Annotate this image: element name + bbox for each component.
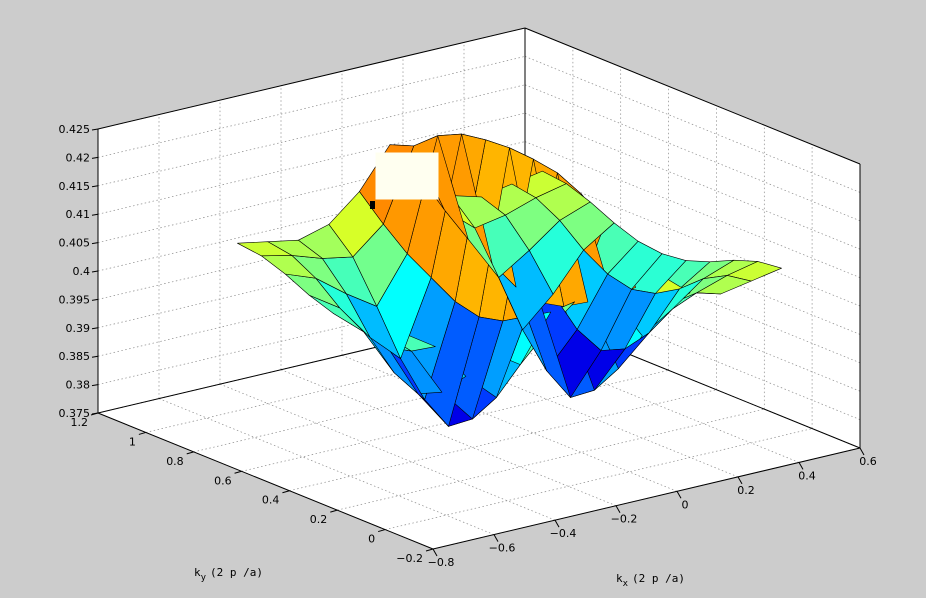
box-edge-top-side	[524, 27, 861, 165]
x-tick-label: −0.2	[611, 513, 638, 526]
surface-facet	[237, 241, 293, 257]
x-tick-mark	[554, 519, 560, 528]
grid-line-z-side	[524, 141, 861, 278]
grid-line-y-floor	[241, 369, 669, 472]
grid-line-x-floor	[158, 398, 495, 535]
y-tick-label: 1	[129, 435, 136, 448]
xlabel-k: k	[616, 572, 623, 585]
data-cursor-marker	[370, 201, 375, 209]
xlabel-sub: x	[623, 579, 629, 589]
grid-line-z-back	[97, 254, 526, 357]
y-tick-mark	[234, 470, 242, 474]
ylabel-sub: y	[201, 573, 207, 583]
z-tick-mark	[91, 355, 99, 358]
y-tick-mark	[330, 509, 338, 513]
grid-line-z-side	[524, 112, 861, 250]
x-tick-mark	[798, 462, 804, 470]
y-tick-mark	[282, 490, 290, 494]
z-tick-label: 0.395	[59, 293, 91, 306]
y-tick-mark	[186, 451, 194, 455]
box-edge-top-back	[97, 27, 526, 130]
y-tick-mark	[378, 529, 386, 533]
grid-line-y-floor	[385, 428, 813, 530]
grid-line-z-back	[97, 169, 526, 272]
z-tick-mark	[91, 242, 99, 245]
y-tick-label: 0.4	[262, 494, 280, 507]
tick-labels: −0.8 −0.6 −0.4 −0.2 0 0.2 0.4 0.6 −0.2 0 0.2 0.4 0.6…	[59, 123, 877, 569]
x-tick-label: 0.4	[798, 469, 816, 482]
y-tick-label: 0	[368, 533, 375, 546]
grid-line-z-back	[97, 141, 526, 243]
z-tick-mark	[91, 185, 99, 188]
x-tick-mark	[676, 491, 682, 499]
grid-line-z-side	[524, 84, 861, 222]
ylabel-k: k	[194, 566, 201, 579]
grid-line-z-back	[97, 198, 526, 300]
y-tick-label: 0.2	[310, 513, 328, 526]
grid-line-y-floor	[289, 389, 717, 492]
grid-line-x-floor	[280, 369, 617, 507]
x-tick-mark	[859, 447, 865, 456]
y-tick-mark	[425, 548, 434, 552]
z-tick-mark	[91, 412, 99, 415]
grid-line-y-floor	[337, 408, 765, 511]
y-tick-label: 0.8	[166, 455, 184, 468]
z-tick-label: 0.415	[59, 180, 91, 193]
grid-line-z-back	[97, 56, 526, 158]
x-tick-label: −0.8	[428, 556, 455, 569]
y-tick-label: 0.6	[214, 474, 232, 487]
grid-line-z-back	[97, 283, 526, 385]
grid-line-y-floor	[145, 331, 573, 433]
x-tick-label: 0.6	[859, 455, 877, 468]
z-tick-mark	[91, 298, 99, 301]
grid-line-x-floor	[219, 383, 556, 521]
z-tick-label: 0.41	[66, 208, 91, 221]
x-tick-mark	[432, 548, 438, 557]
x-tick-mark	[615, 505, 621, 513]
x-tick-mark	[493, 534, 499, 542]
surface-mesh	[237, 133, 782, 427]
y-tick-label: −0.2	[396, 552, 423, 565]
y-tick-label: 1.2	[71, 416, 89, 429]
y-axis-line	[97, 412, 434, 550]
grid-line-x-floor	[341, 354, 678, 492]
data-cursor-tooltip	[375, 152, 439, 200]
x-tick-label: 0	[682, 498, 689, 511]
z-tick-label: 0.4	[73, 265, 91, 278]
z-tick-label: 0.38	[66, 379, 91, 392]
ylabel: ky (2 p /a)	[194, 566, 263, 583]
z-tick-mark	[91, 384, 99, 387]
x-tick-label: −0.4	[550, 527, 577, 540]
grid-line-y-floor	[193, 350, 621, 453]
z-tick-mark	[91, 270, 99, 273]
z-tick-mark	[91, 156, 99, 159]
z-tick-mark	[91, 128, 99, 131]
z-tick-mark	[91, 327, 99, 330]
grid-line-z-side	[524, 56, 861, 193]
z-tick-label: 0.375	[59, 407, 91, 420]
xlabel: kx (2 p /a)	[616, 572, 685, 589]
x-tick-label: −0.6	[489, 542, 516, 555]
z-tick-label: 0.385	[59, 350, 91, 363]
z-tick-mark	[91, 213, 99, 216]
x-tick-label: 0.2	[737, 484, 755, 497]
grid-line-z-back	[97, 112, 526, 215]
grid-line-z-side	[524, 169, 861, 307]
grid-line-z-back	[97, 84, 526, 187]
z-tick-label: 0.42	[66, 151, 91, 164]
z-tick-label: 0.425	[59, 123, 91, 136]
floor-pane	[98, 312, 860, 549]
y-tick-mark	[138, 431, 146, 435]
z-tick-label: 0.39	[66, 322, 91, 335]
z-tick-label: 0.405	[59, 237, 91, 250]
grid-line-z-back	[97, 226, 526, 329]
xlabel-unit: (2 p /a)	[632, 572, 685, 585]
x-axis-line	[432, 447, 861, 550]
x-tick-mark	[737, 476, 743, 485]
ylabel-unit: (2 p /a)	[210, 566, 263, 579]
